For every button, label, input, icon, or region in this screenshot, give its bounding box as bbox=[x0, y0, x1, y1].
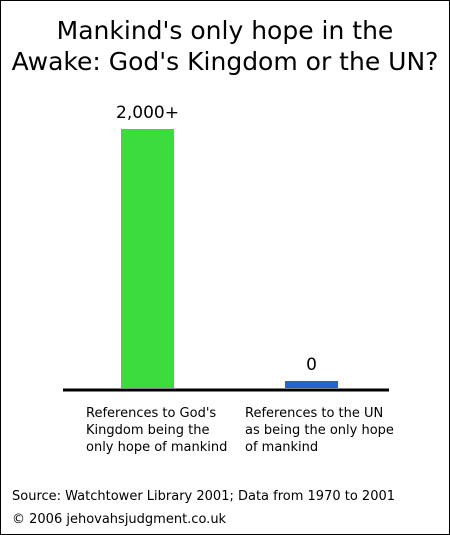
value-label: 0 bbox=[306, 355, 317, 375]
copyright: © 2006 jehovahsjudgment.co.uk bbox=[12, 512, 227, 527]
chart-title: Mankind's only hope in the Awake: God's … bbox=[11, 16, 439, 76]
value-label: 2,000+ bbox=[116, 103, 179, 123]
bar bbox=[285, 381, 338, 388]
source: Source: Watchtower Library 2001; Data fr… bbox=[12, 489, 396, 504]
category-label: References to God's Kingdom being the on… bbox=[86, 406, 228, 455]
category-label: References to the UN as being the only h… bbox=[245, 406, 394, 455]
bar bbox=[121, 129, 174, 388]
